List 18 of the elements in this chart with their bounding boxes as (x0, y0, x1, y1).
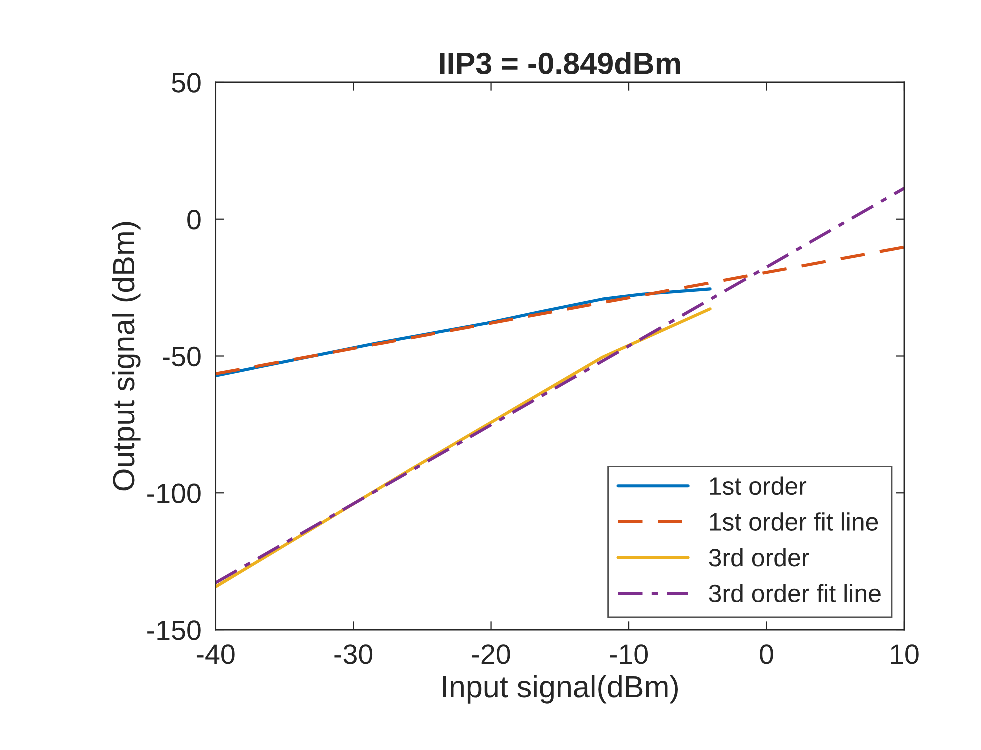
x-tick-label: -20 (472, 644, 510, 664)
legend-label: 3rd order (709, 548, 810, 567)
x-axis-title: Input signal(dBm) (443, 675, 678, 704)
legend-label: 1st order (710, 476, 807, 496)
x-tick-label: -10 (610, 644, 648, 664)
y-tick-label: -50 (163, 346, 201, 367)
y-axis-title: Output signal (dBm) (112, 222, 141, 491)
x-tick-label: 0 (760, 644, 774, 664)
chart-title: IIP3 = -0.849dBm (440, 52, 680, 75)
y-tick-label: -150 (148, 620, 201, 640)
x-tick-label: -40 (196, 644, 235, 664)
y-tick-label: -100 (148, 484, 201, 504)
x-tick-label: -30 (334, 644, 373, 664)
y-tick-label: 0 (188, 210, 201, 230)
legend-label: 1st order fit line (710, 512, 878, 531)
legend-label: 3rd order fit line (709, 584, 881, 603)
x-tick-label: 10 (891, 644, 919, 664)
y-tick-label: 50 (172, 73, 201, 93)
